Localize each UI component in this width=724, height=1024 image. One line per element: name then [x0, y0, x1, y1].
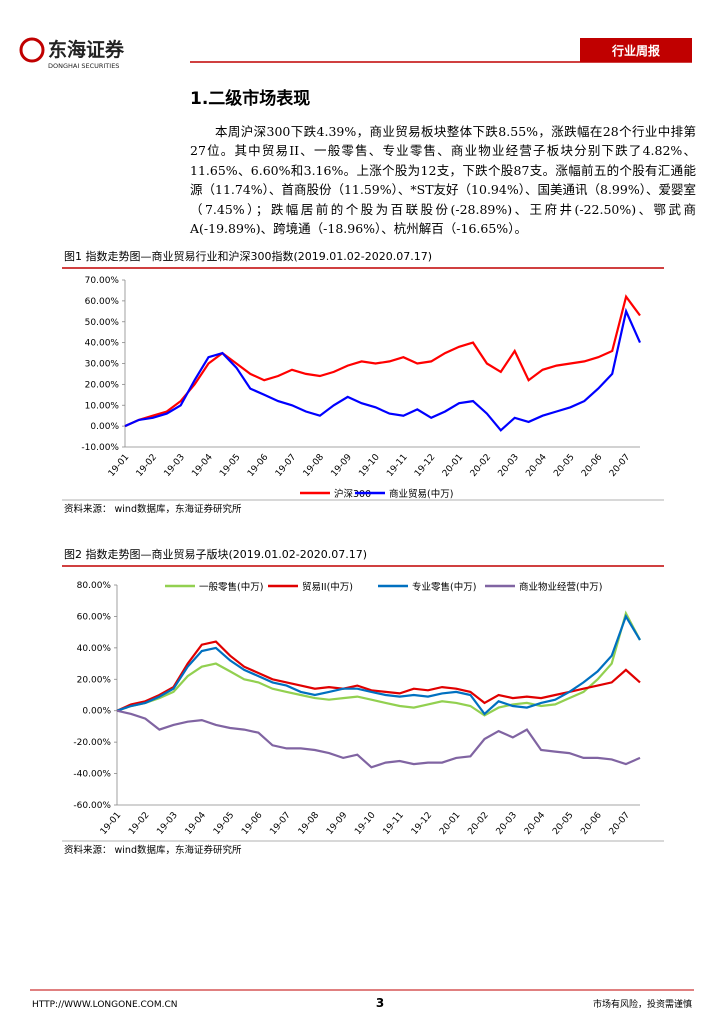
x-tick-label: 20-02: [469, 453, 493, 479]
y-tick-label: 80.00%: [77, 581, 112, 591]
series-line: [116, 613, 641, 716]
y-tick-label: -40.00%: [73, 770, 111, 780]
x-tick-label: 19-09: [325, 810, 350, 837]
series-line: [116, 640, 641, 712]
x-tick-label: 19-02: [135, 453, 159, 479]
legend-label: 一般零售(中万): [199, 581, 263, 593]
footer-url: HTTP://WWW.LONGONE.COM.CN: [32, 1000, 178, 1010]
y-tick-label: 40.00%: [77, 644, 112, 654]
y-tick-label: 40.00%: [85, 339, 120, 349]
x-tick-label: 19-03: [163, 453, 187, 479]
y-tick-label: -60.00%: [73, 801, 111, 811]
y-tick-label: 70.00%: [85, 276, 120, 286]
series-line: [124, 294, 641, 428]
series-line: [116, 709, 641, 769]
x-tick-label: 19-08: [302, 452, 327, 479]
x-tick-label: 19-08: [297, 810, 322, 837]
x-tick-label: 20-04: [523, 810, 548, 837]
x-tick-label: 19-01: [99, 811, 123, 837]
x-tick-label: 19-04: [190, 452, 215, 479]
paragraph: 本周沪深300下跌4.39%，商业贸易板块整体下跌8.55%，涨跌幅在28个行业…: [190, 124, 696, 237]
figure-source: 资料来源： wind数据库，东海证券研究所: [64, 844, 242, 856]
x-tick-label: 20-06: [580, 452, 605, 479]
legend-label: 沪深300: [334, 488, 371, 500]
y-tick-label: 20.00%: [77, 675, 112, 685]
x-tick-label: 19-02: [127, 811, 151, 837]
x-tick-label: 19-10: [357, 452, 382, 479]
x-tick-label: 19-05: [212, 811, 236, 837]
x-tick-label: 20-01: [441, 453, 465, 479]
x-tick-label: 19-11: [382, 811, 406, 837]
y-tick-label: 0.00%: [82, 707, 111, 717]
x-tick-label: 20-03: [497, 453, 521, 479]
logo-icon: [19, 37, 45, 63]
y-tick-label: 60.00%: [85, 297, 120, 307]
x-tick-label: 20-05: [551, 811, 575, 837]
figure-caption: 图2 指数走势图—商业贸易子版块(2019.01.02-2020.07.17): [64, 547, 367, 561]
x-tick-label: 20-04: [524, 452, 549, 479]
x-tick-label: 19-09: [330, 452, 355, 479]
x-tick-label: 19-06: [246, 452, 271, 479]
logo: 东海证券: [48, 38, 125, 61]
x-tick-label: 19-07: [268, 811, 292, 837]
x-tick-label: 20-03: [495, 811, 519, 837]
x-tick-label: 20-02: [466, 811, 490, 837]
page-number: 3: [376, 996, 384, 1010]
x-tick-label: 19-12: [413, 453, 437, 479]
x-tick-label: 19-12: [410, 811, 434, 837]
x-tick-label: 19-03: [155, 811, 179, 837]
legend-label: 贸易II(中万): [302, 581, 353, 593]
series-line: [124, 307, 642, 432]
x-tick-label: 20-07: [608, 453, 632, 479]
x-tick-label: 19-11: [385, 453, 409, 479]
section-title: 1.二级市场表现: [190, 88, 310, 109]
footer-note: 市场有风险，投资需谨慎: [593, 998, 692, 1010]
x-tick-label: 20-01: [438, 811, 462, 837]
y-tick-label: 50.00%: [85, 318, 120, 328]
y-tick-label: 0.00%: [90, 422, 119, 432]
y-tick-label: 20.00%: [85, 380, 120, 390]
legend-label: 商业贸易(中万): [389, 488, 453, 500]
legend-label: 商业物业经营(中万): [519, 581, 602, 593]
logo-en: DONGHAI SECURITIES: [48, 62, 119, 70]
x-tick-label: 19-07: [274, 453, 298, 479]
x-tick-label: 19-10: [353, 810, 378, 837]
y-tick-label: 60.00%: [77, 612, 112, 622]
x-tick-label: 19-04: [184, 810, 209, 837]
legend-label: 专业零售(中万): [412, 581, 476, 593]
tag-box: [580, 38, 692, 62]
y-tick-label: 10.00%: [85, 401, 120, 411]
y-tick-label: -10.00%: [81, 443, 119, 453]
y-tick-label: 30.00%: [85, 360, 120, 370]
x-tick-label: 19-05: [218, 453, 242, 479]
x-tick-label: 19-01: [107, 453, 131, 479]
series-line: [116, 610, 641, 717]
x-tick-label: 20-07: [608, 811, 632, 837]
x-tick-label: 20-06: [579, 810, 604, 837]
figure-source: 资料来源： wind数据库，东海证券研究所: [64, 503, 242, 515]
tag: 行业周报: [611, 43, 660, 58]
figure-caption: 图1 指数走势图—商业贸易行业和沪深300指数(2019.01.02-2020.…: [64, 249, 432, 263]
x-tick-label: 20-05: [552, 453, 576, 479]
y-tick-label: -20.00%: [73, 738, 111, 748]
x-tick-label: 19-06: [240, 810, 265, 837]
